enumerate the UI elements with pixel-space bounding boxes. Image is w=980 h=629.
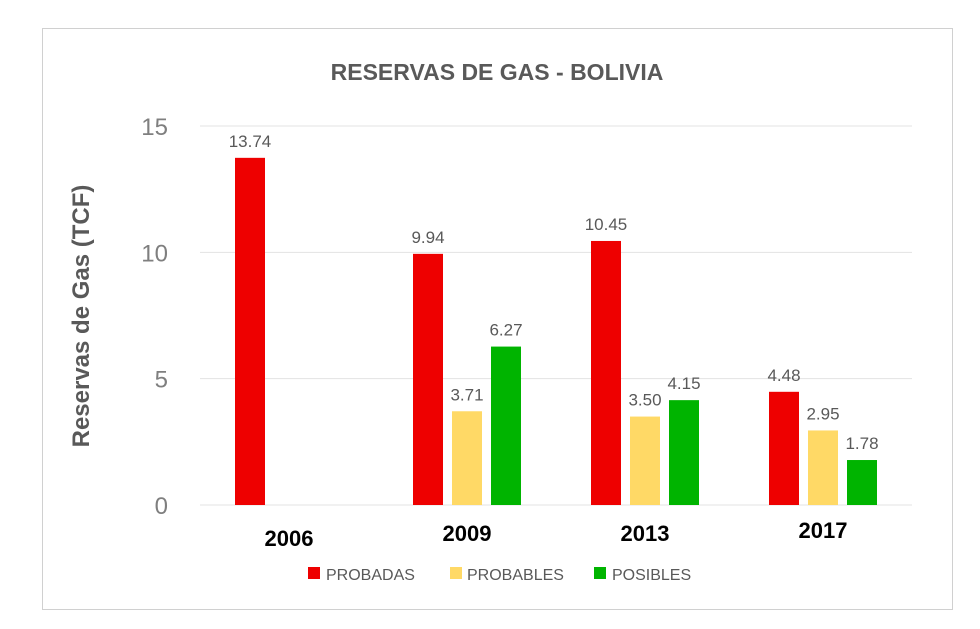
bar-posibles-2013 — [669, 400, 699, 505]
legend-swatch-probadas — [308, 567, 320, 579]
legend-label-probadas: PROBADAS — [326, 567, 415, 584]
data-label: 13.74 — [229, 132, 272, 151]
x-category-label: 2006 — [265, 526, 314, 551]
bar-probadas-2017 — [769, 391, 799, 505]
bar-probadas-2009 — [413, 253, 443, 505]
legend-label-posibles: POSIBLES — [612, 567, 691, 584]
legend-swatch-posibles — [594, 567, 606, 579]
legend-label-probables: PROBABLES — [467, 567, 564, 584]
bar-probables-2009 — [452, 411, 482, 505]
x-category-label: 2013 — [621, 521, 670, 546]
bar-posibles-2017 — [847, 460, 877, 505]
bar-posibles-2009 — [491, 346, 521, 505]
bar-probadas-2006 — [235, 157, 265, 505]
x-category-label: 2009 — [443, 521, 492, 546]
y-axis-label: Reservas de Gas (TCF) — [68, 185, 95, 448]
data-label: 4.15 — [667, 374, 700, 393]
y-tick-label: 10 — [141, 240, 168, 267]
x-category-label: 2017 — [799, 518, 848, 543]
data-label: 6.27 — [489, 321, 522, 340]
legend-swatch-probables — [450, 567, 462, 579]
data-label: 9.94 — [411, 228, 444, 247]
y-tick-label: 5 — [155, 367, 168, 394]
y-axis-ticks: 0 5 10 15 — [141, 114, 168, 520]
x-axis-categories: 2006 2009 2013 2017 — [265, 518, 848, 551]
legend: PROBADAS PROBABLES POSIBLES — [308, 567, 691, 584]
gridlines — [200, 125, 912, 506]
y-tick-label: 0 — [155, 493, 168, 520]
data-label: 4.48 — [767, 366, 800, 385]
data-label: 3.71 — [450, 385, 483, 404]
chart-frame — [42, 28, 953, 610]
data-label: 10.45 — [585, 215, 628, 234]
bars — [235, 157, 877, 506]
data-labels: 13.74 9.94 3.71 6.27 10.45 3.50 4.15 4.48 2.95 1.… — [229, 132, 879, 453]
data-label: 3.50 — [628, 391, 661, 410]
data-label: 2.95 — [806, 404, 839, 423]
chart-title: RESERVAS DE GAS - BOLIVIA — [331, 59, 664, 85]
data-label: 1.78 — [845, 434, 878, 453]
bar-probables-2013 — [630, 416, 660, 505]
bar-probadas-2013 — [591, 240, 621, 506]
bar-probables-2017 — [808, 430, 838, 505]
y-tick-label: 15 — [141, 114, 168, 141]
